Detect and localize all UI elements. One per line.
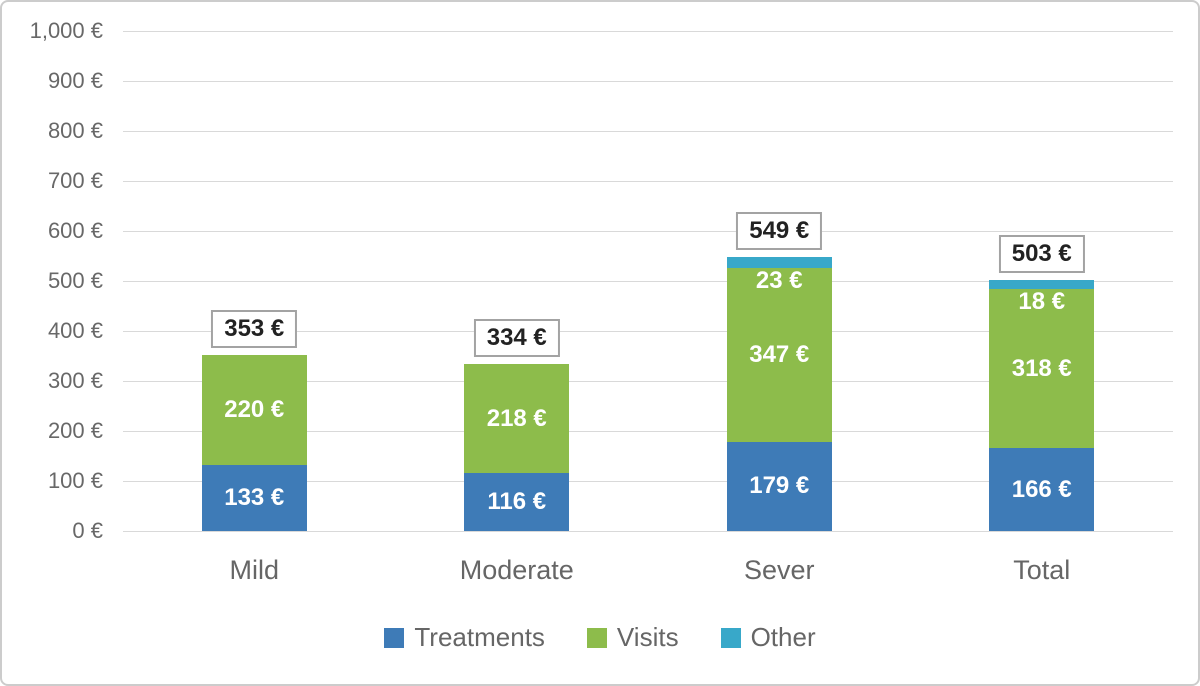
plot-area: 133 € 220 € 353 € 116 € 218 € 334 € 179 € 347 €… (123, 31, 1173, 532)
segment-label-visits-sever: 347 € (749, 340, 810, 368)
segment-visits-sever (726, 268, 832, 442)
segment-visits-total (989, 289, 1095, 448)
segment-other-total (989, 280, 1095, 289)
gridline (123, 31, 1173, 32)
y-tick-label: 300 € (47, 368, 103, 393)
gridline (123, 181, 1173, 182)
total-label-moderate: 334 € (473, 319, 560, 357)
gridline (123, 81, 1173, 82)
segment-visits-moderate (464, 364, 570, 473)
bar-total: 166 € 318 € 18 € (989, 280, 1095, 531)
legend-swatch-treatments (384, 627, 405, 648)
gridline (123, 131, 1173, 132)
y-tick-label: 200 € (47, 418, 103, 443)
y-tick-label: 100 € (47, 468, 103, 493)
segment-visits-mild (201, 354, 307, 465)
segment-label-visits-mild: 220 € (224, 395, 285, 423)
legend-swatch-visits (586, 627, 607, 648)
gridline (123, 431, 1173, 432)
gridline (123, 231, 1173, 232)
segment-label-other-total: 18 € (1018, 288, 1066, 315)
y-tick-label: 700 € (47, 168, 103, 193)
segment-label-treatments-sever: 179 € (749, 472, 810, 500)
segment-label-other-sever: 23 € (755, 267, 803, 294)
gridline (123, 331, 1173, 332)
segment-treatments-total (989, 448, 1095, 531)
legend-item-other: Other (720, 622, 816, 653)
bar-sever: 179 € 347 € 23 € (726, 256, 832, 531)
y-tick-label: 0 € (72, 518, 103, 543)
y-tick-label: 600 € (47, 218, 103, 243)
y-tick-label: 500 € (47, 268, 103, 293)
segment-label-visits-moderate: 218 € (486, 404, 547, 432)
legend-item-visits: Visits (586, 622, 679, 653)
segment-treatments-sever (726, 441, 832, 531)
total-label-mild: 353 € (211, 309, 298, 348)
segment-label-visits-total: 318 € (1011, 354, 1072, 382)
category-label-mild: Mild (229, 555, 279, 585)
y-tick-label: 1,000 € (29, 18, 103, 43)
segment-label-treatments-moderate: 116 € (487, 488, 547, 515)
segment-other-sever (726, 256, 832, 268)
total-label-sever: 549 € (736, 211, 823, 250)
legend-label-other: Other (750, 622, 816, 652)
segment-label-treatments-mild: 133 € (224, 483, 285, 511)
gridline (123, 381, 1173, 382)
gridline (123, 531, 1173, 532)
segment-label-treatments-total: 166 € (1011, 475, 1072, 503)
y-tick-label: 400 € (47, 318, 103, 343)
category-label-total: Total (1013, 555, 1071, 585)
bar-mild: 133 € 220 € (201, 354, 307, 531)
y-tick-label: 900 € (47, 68, 103, 93)
segment-treatments-moderate (464, 473, 570, 531)
legend-swatch-other (720, 627, 741, 648)
y-tick-label: 800 € (47, 118, 103, 143)
legend-label-visits: Visits (616, 622, 679, 652)
legend-label-treatments: Treatments (414, 622, 545, 652)
legend-item-treatments: Treatments (384, 622, 545, 653)
segment-treatments-mild (201, 464, 307, 531)
category-label-sever: Sever (743, 555, 815, 585)
category-label-moderate: Moderate (459, 555, 574, 585)
bar-moderate: 116 € 218 € (464, 364, 570, 531)
gridline (123, 481, 1173, 482)
legend: Treatments Visits Other (2, 622, 1198, 653)
gridline (123, 281, 1173, 282)
total-label-total: 503 € (998, 235, 1085, 273)
